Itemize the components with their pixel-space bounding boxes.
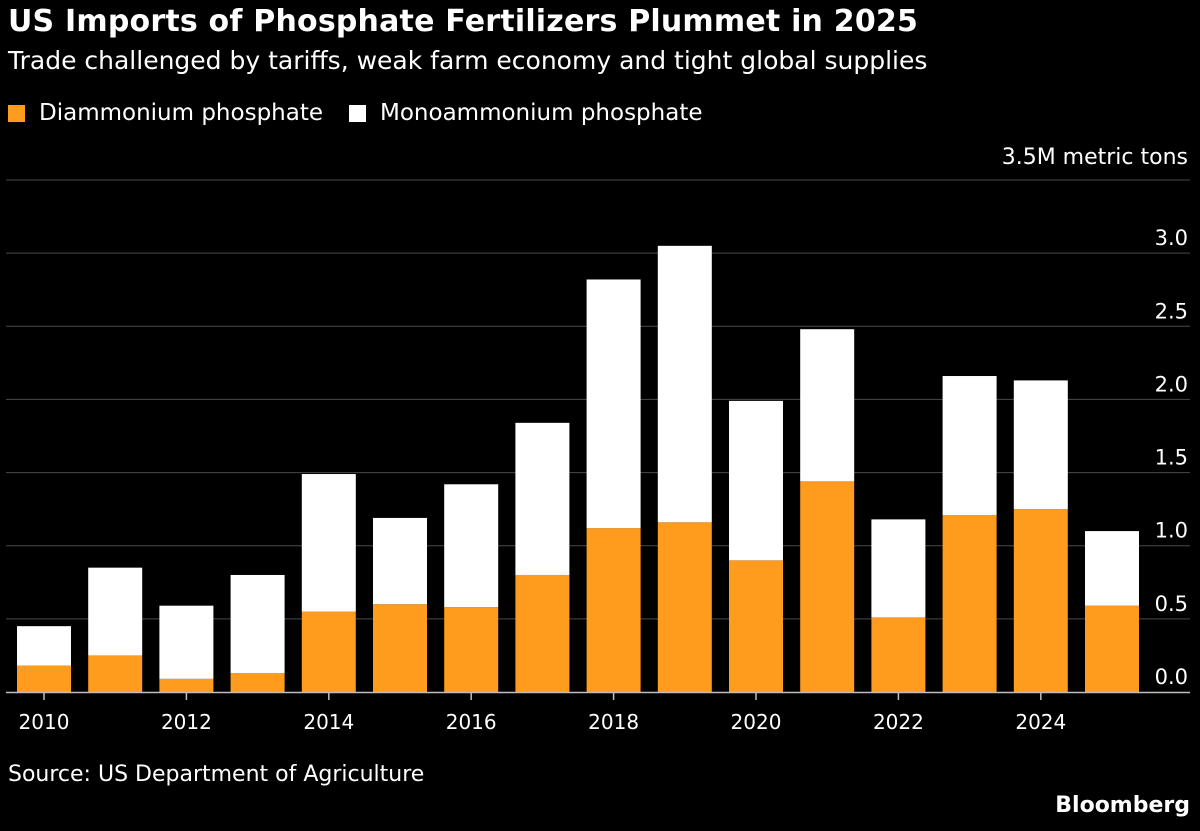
y-tick-label: 0.0 bbox=[1155, 665, 1188, 689]
bar-monoammonium bbox=[657, 245, 712, 523]
bar-monoammonium bbox=[586, 279, 641, 529]
y-tick-label: 0.5 bbox=[1155, 592, 1188, 616]
bar-monoammonium bbox=[1085, 531, 1139, 606]
legend-item-diammonium: Diammonium phosphate bbox=[8, 100, 323, 126]
x-tick-label: 2014 bbox=[303, 710, 354, 734]
bar-diammonium bbox=[729, 560, 783, 692]
x-tick-label: 2012 bbox=[161, 710, 212, 734]
bar-diammonium bbox=[301, 611, 356, 692]
bar-diammonium bbox=[88, 655, 143, 692]
bar-monoammonium bbox=[729, 400, 783, 561]
bar-diammonium bbox=[444, 607, 499, 692]
chart-subtitle: Trade challenged by tariffs, weak farm e… bbox=[8, 46, 928, 75]
x-tick-label: 2010 bbox=[19, 710, 70, 734]
y-tick-label: 1.5 bbox=[1155, 446, 1188, 470]
x-tick-label: 2018 bbox=[588, 710, 639, 734]
legend-swatch-monoammonium bbox=[349, 104, 367, 122]
y-tick-label: 2.0 bbox=[1155, 372, 1188, 396]
bar-diammonium bbox=[1085, 605, 1139, 692]
legend-label-diammonium: Diammonium phosphate bbox=[39, 100, 324, 126]
bar-diammonium bbox=[800, 481, 855, 692]
y-axis-unit-label: 3.5M metric tons bbox=[1001, 145, 1188, 170]
bar-diammonium bbox=[230, 672, 285, 692]
bar-diammonium bbox=[586, 528, 641, 692]
bar-monoammonium bbox=[301, 474, 356, 612]
y-tick-label: 3.0 bbox=[1155, 226, 1188, 250]
bar-diammonium bbox=[871, 617, 926, 692]
bar-diammonium bbox=[17, 665, 71, 692]
bar-diammonium bbox=[515, 574, 570, 692]
legend-label-monoammonium: Monoammonium phosphate bbox=[380, 100, 703, 126]
bar-diammonium bbox=[159, 678, 214, 692]
bar-diammonium bbox=[1013, 509, 1068, 692]
brand-logo: Bloomberg bbox=[1055, 793, 1190, 818]
bar-monoammonium bbox=[88, 567, 143, 656]
bar-monoammonium bbox=[871, 519, 926, 618]
legend-swatch-diammonium bbox=[8, 104, 25, 122]
bar-diammonium bbox=[373, 604, 427, 692]
x-tick-label: 2024 bbox=[1015, 710, 1066, 734]
chart-title: US Imports of Phosphate Fertilizers Plum… bbox=[8, 4, 919, 39]
bar-monoammonium bbox=[373, 517, 427, 605]
y-tick-label: 1.0 bbox=[1155, 519, 1188, 543]
bar-monoammonium bbox=[230, 574, 285, 673]
source-note: Source: US Department of Agriculture bbox=[8, 762, 425, 787]
bar-diammonium bbox=[657, 522, 712, 692]
x-tick-label: 2016 bbox=[446, 710, 497, 734]
x-tick-label: 2022 bbox=[873, 710, 924, 734]
bar-monoammonium bbox=[159, 605, 214, 679]
bar-monoammonium bbox=[942, 376, 997, 515]
bar-diammonium bbox=[942, 514, 997, 692]
bar-monoammonium bbox=[17, 626, 71, 666]
legend: Diammonium phosphate Monoammonium phosph… bbox=[8, 100, 729, 126]
bar-monoammonium bbox=[444, 484, 499, 608]
y-tick-label: 2.5 bbox=[1155, 299, 1188, 323]
bar-monoammonium bbox=[1013, 380, 1068, 510]
legend-item-monoammonium: Monoammonium phosphate bbox=[349, 100, 703, 126]
bar-monoammonium bbox=[800, 329, 855, 482]
x-tick-label: 2020 bbox=[731, 710, 782, 734]
bar-monoammonium bbox=[515, 422, 570, 575]
